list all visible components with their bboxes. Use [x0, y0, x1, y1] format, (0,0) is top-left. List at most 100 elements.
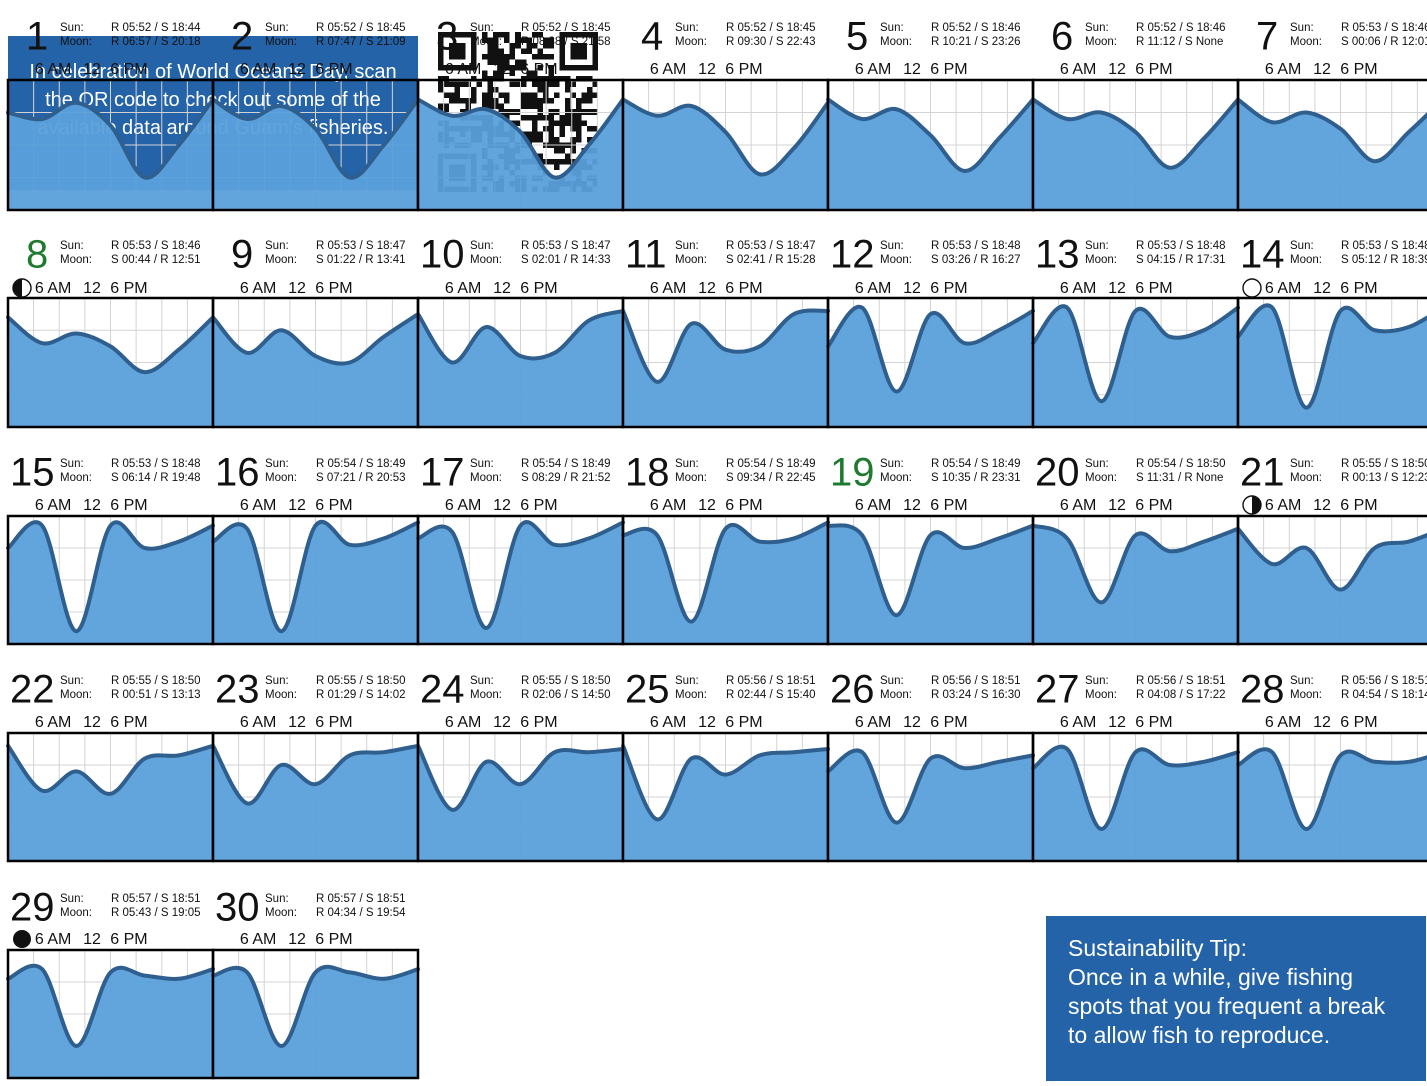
x-tick-label: 6 AM: [35, 497, 71, 514]
moon-label: Moon:: [60, 472, 92, 484]
x-tick-label: 6 AM: [35, 280, 71, 297]
tide-curve: [826, 523, 1035, 618]
x-tick-label: 6 PM: [520, 714, 557, 731]
sun-times: R 05:52 / S 18:46: [931, 22, 1021, 34]
moon-times: R 02:44 / S 15:40: [726, 689, 816, 701]
tide-curve: [416, 520, 625, 630]
x-tick-label: 6 PM: [725, 280, 762, 297]
x-tick-label: 12: [1313, 61, 1331, 78]
tide-curve: [211, 97, 420, 180]
x-tick-label: 6 PM: [930, 497, 967, 514]
moon-label: Moon:: [880, 472, 912, 484]
x-tick-label: 12: [1313, 714, 1331, 731]
sun-times: R 05:54 / S 18:50: [1136, 458, 1226, 470]
day-frame: [211, 948, 420, 1080]
x-tick-label: 12: [288, 714, 306, 731]
moon-times: R 00:13 / S 12:23: [1341, 472, 1427, 484]
x-tick-label: 6 AM: [1060, 61, 1096, 78]
tide-area: [1033, 525, 1238, 644]
moon-times: R 03:24 / S 16:30: [931, 689, 1021, 701]
x-tick-label: 6 AM: [35, 714, 71, 731]
tide-area: [1238, 305, 1427, 427]
day-number: 27: [1035, 668, 1080, 712]
moon-label: Moon:: [880, 254, 912, 266]
x-tick-label: 6 PM: [930, 280, 967, 297]
x-tick-label: 6 PM: [1135, 714, 1172, 731]
tide-area: [1033, 99, 1238, 210]
x-tick-label: 12: [288, 280, 306, 297]
day-number: 1: [26, 15, 48, 59]
x-tick-label: 12: [1313, 497, 1331, 514]
x-tick-label: 6 AM: [855, 497, 891, 514]
moon-times: R 04:34 / S 19:54: [316, 907, 406, 919]
moon-label: Moon:: [470, 254, 502, 266]
x-tick-label: 12: [1108, 280, 1126, 297]
x-tick-label: 12: [493, 497, 511, 514]
first-quarter-moon-icon: [12, 278, 32, 298]
sun-label: Sun:: [60, 893, 84, 905]
tide-curve: [826, 97, 1035, 173]
x-tick-label: 6 AM: [35, 931, 71, 948]
tide-curve: [6, 97, 215, 180]
moon-times: R 10:21 / S 23:26: [931, 36, 1021, 48]
day-number: 3: [436, 15, 458, 59]
moon-label: Moon:: [60, 36, 92, 48]
x-tick-label: 6 AM: [1265, 61, 1301, 78]
sun-label: Sun:: [675, 240, 699, 252]
tide-area: [8, 317, 213, 427]
day-frame: [1236, 514, 1427, 646]
moon-label: Moon:: [470, 36, 502, 48]
day-number: 22: [10, 668, 55, 712]
sun-label: Sun:: [1290, 22, 1314, 34]
tide-curve: [1236, 303, 1427, 410]
moon-label: Moon:: [265, 907, 297, 919]
x-tick-label: 6 PM: [110, 280, 147, 297]
sun-label: Sun:: [1085, 458, 1109, 470]
moon-label: Moon:: [675, 689, 707, 701]
tide-curve: [6, 743, 215, 796]
x-tick-label: 6 PM: [725, 61, 762, 78]
moon-times: R 09:30 / S 22:43: [726, 36, 816, 48]
moon-times: R 04:54 / S 18:14: [1341, 689, 1427, 701]
x-tick-label: 6 AM: [1060, 497, 1096, 514]
moon-label: Moon:: [1085, 36, 1117, 48]
tide-curve: [211, 964, 420, 1049]
tip-body: Once in a while, give fishing spots that…: [1068, 964, 1386, 1048]
x-tick-label: 6 PM: [1340, 497, 1377, 514]
moon-label: Moon:: [470, 472, 502, 484]
sun-label: Sun:: [1290, 240, 1314, 252]
tide-area: [623, 522, 828, 644]
x-tick-label: 6 PM: [1340, 714, 1377, 731]
moon-label: Moon:: [470, 689, 502, 701]
x-tick-label: 12: [288, 497, 306, 514]
sun-times: R 05:53 / S 18:46: [111, 240, 201, 252]
sun-times: R 05:53 / S 18:48: [111, 458, 201, 470]
moon-label: Moon:: [1085, 472, 1117, 484]
sun-times: R 05:57 / S 18:51: [111, 893, 201, 905]
moon-times: R 08:38 / S 21:58: [521, 36, 611, 48]
sun-times: R 05:55 / S 18:50: [111, 675, 201, 687]
x-tick-label: 6 AM: [1060, 714, 1096, 731]
x-tick-label: 12: [698, 497, 716, 514]
x-tick-label: 12: [1108, 714, 1126, 731]
day-number: 30: [215, 886, 260, 930]
x-tick-label: 12: [903, 714, 921, 731]
x-tick-label: 6 AM: [650, 280, 686, 297]
sun-times: R 05:53 / S 18:46: [1341, 22, 1427, 34]
moon-times: S 03:26 / R 16:27: [931, 254, 1021, 266]
x-tick-label: 6 AM: [445, 714, 481, 731]
day-number: 24: [420, 668, 465, 712]
tide-area: [418, 522, 623, 644]
tide-area: [828, 750, 1033, 861]
x-tick-label: 6 PM: [110, 61, 147, 78]
x-tick-label: 6 PM: [110, 931, 147, 948]
sun-label: Sun:: [60, 675, 84, 687]
sun-label: Sun:: [265, 893, 289, 905]
sun-times: R 05:53 / S 18:48: [931, 240, 1021, 252]
tide-area: [8, 522, 213, 644]
tide-curve: [1236, 97, 1427, 164]
moon-shade: [1252, 496, 1261, 514]
sun-times: R 05:53 / S 18:47: [726, 240, 816, 252]
tide-curve: [1236, 526, 1427, 592]
sun-label: Sun:: [265, 22, 289, 34]
